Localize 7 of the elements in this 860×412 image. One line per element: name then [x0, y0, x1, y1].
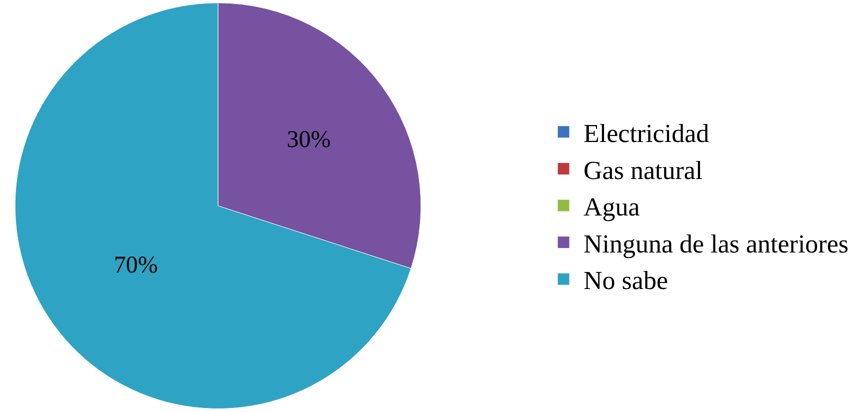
legend-label: Ninguna de las anteriores [584, 229, 848, 258]
legend-label: Electricidad [584, 119, 710, 148]
data-label: 30% [286, 126, 331, 153]
legend-label: No sabe [584, 266, 668, 296]
legend-label: Agua [584, 192, 640, 222]
legend-label: Gas natural [584, 156, 703, 185]
data-label: 70% [114, 252, 158, 278]
